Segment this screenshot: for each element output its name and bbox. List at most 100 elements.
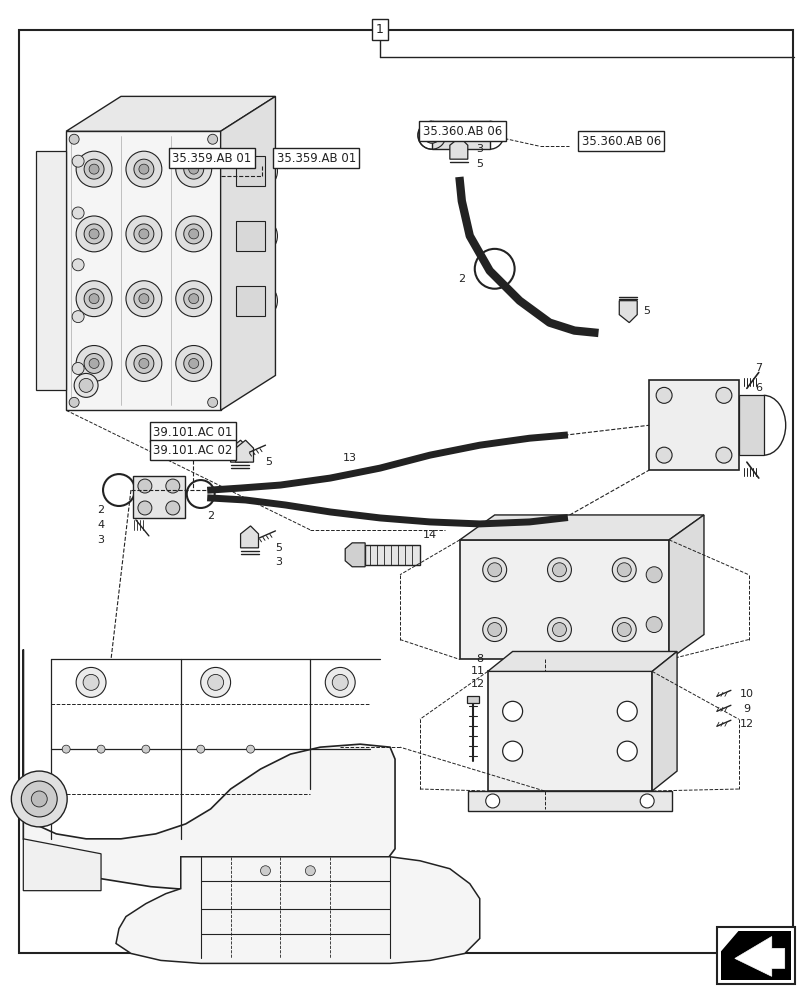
Circle shape	[142, 745, 150, 753]
Text: 35.359.AB 01: 35.359.AB 01	[172, 152, 251, 165]
Text: 35.359.AB 01: 35.359.AB 01	[277, 152, 355, 165]
Text: 39.101.AC 01: 39.101.AC 01	[152, 426, 232, 439]
Polygon shape	[487, 671, 651, 791]
Polygon shape	[235, 286, 265, 316]
Circle shape	[89, 229, 99, 239]
Circle shape	[21, 781, 57, 817]
Circle shape	[483, 618, 506, 642]
Circle shape	[76, 281, 112, 317]
Circle shape	[11, 771, 67, 827]
Text: 4: 4	[97, 520, 105, 530]
Circle shape	[188, 229, 199, 239]
Polygon shape	[467, 791, 672, 811]
Circle shape	[139, 229, 148, 239]
Circle shape	[165, 479, 179, 493]
Circle shape	[188, 294, 199, 304]
Circle shape	[84, 289, 104, 309]
Circle shape	[183, 289, 204, 309]
Circle shape	[84, 354, 104, 373]
Circle shape	[134, 289, 153, 309]
Polygon shape	[619, 301, 637, 323]
Polygon shape	[240, 526, 258, 548]
Circle shape	[547, 618, 571, 642]
Circle shape	[200, 667, 230, 697]
Circle shape	[175, 216, 212, 252]
Circle shape	[487, 623, 501, 637]
Circle shape	[126, 346, 161, 381]
Text: 11: 11	[470, 666, 484, 676]
Circle shape	[139, 294, 148, 304]
Text: 3: 3	[275, 557, 281, 567]
Circle shape	[69, 134, 79, 144]
Circle shape	[485, 794, 499, 808]
Text: 35.360.AB 06: 35.360.AB 06	[423, 125, 502, 138]
Circle shape	[139, 164, 148, 174]
Circle shape	[134, 159, 153, 179]
Circle shape	[175, 151, 212, 187]
Bar	[716, 927, 794, 984]
Circle shape	[165, 501, 179, 515]
Circle shape	[134, 354, 153, 373]
Circle shape	[126, 151, 161, 187]
Circle shape	[616, 623, 630, 637]
Circle shape	[76, 151, 112, 187]
Circle shape	[139, 358, 148, 368]
Text: 2: 2	[97, 505, 105, 515]
Circle shape	[175, 281, 212, 317]
Text: 12: 12	[470, 679, 484, 689]
Circle shape	[183, 354, 204, 373]
Circle shape	[616, 701, 637, 721]
Circle shape	[646, 567, 661, 583]
Circle shape	[502, 701, 522, 721]
Circle shape	[89, 164, 99, 174]
Circle shape	[487, 563, 501, 577]
Circle shape	[89, 358, 99, 368]
Circle shape	[62, 745, 70, 753]
Circle shape	[32, 791, 47, 807]
Polygon shape	[734, 937, 783, 976]
Polygon shape	[459, 540, 668, 659]
Circle shape	[208, 397, 217, 407]
Text: 35.360.AB 06: 35.360.AB 06	[581, 135, 660, 148]
Polygon shape	[459, 515, 703, 540]
Polygon shape	[648, 380, 738, 470]
Text: 10: 10	[739, 689, 753, 699]
Circle shape	[84, 224, 104, 244]
Polygon shape	[720, 931, 738, 951]
Polygon shape	[345, 543, 365, 567]
Circle shape	[84, 159, 104, 179]
Circle shape	[639, 794, 654, 808]
Text: 39.101.AC 02: 39.101.AC 02	[152, 444, 232, 457]
Circle shape	[423, 127, 440, 143]
Circle shape	[715, 387, 731, 403]
Circle shape	[72, 207, 84, 219]
Text: 1: 1	[375, 23, 384, 36]
Circle shape	[196, 745, 204, 753]
Text: 7: 7	[754, 363, 762, 373]
Text: 13: 13	[343, 453, 357, 463]
Polygon shape	[487, 651, 676, 671]
Text: 9: 9	[742, 704, 749, 714]
Circle shape	[89, 294, 99, 304]
Polygon shape	[24, 839, 101, 891]
Polygon shape	[466, 696, 478, 703]
Text: 14: 14	[423, 530, 436, 540]
Polygon shape	[133, 476, 185, 518]
Circle shape	[502, 741, 522, 761]
Text: 2: 2	[207, 511, 214, 521]
Circle shape	[611, 558, 636, 582]
Circle shape	[188, 164, 199, 174]
Text: 3: 3	[476, 144, 483, 154]
Circle shape	[83, 674, 99, 690]
Text: 5: 5	[264, 457, 272, 467]
Circle shape	[183, 224, 204, 244]
Circle shape	[126, 216, 161, 252]
Circle shape	[551, 563, 566, 577]
Circle shape	[72, 155, 84, 167]
Circle shape	[188, 358, 199, 368]
Circle shape	[72, 259, 84, 271]
Circle shape	[616, 563, 630, 577]
Text: 8: 8	[475, 654, 483, 664]
Circle shape	[260, 866, 270, 876]
Polygon shape	[221, 96, 275, 410]
